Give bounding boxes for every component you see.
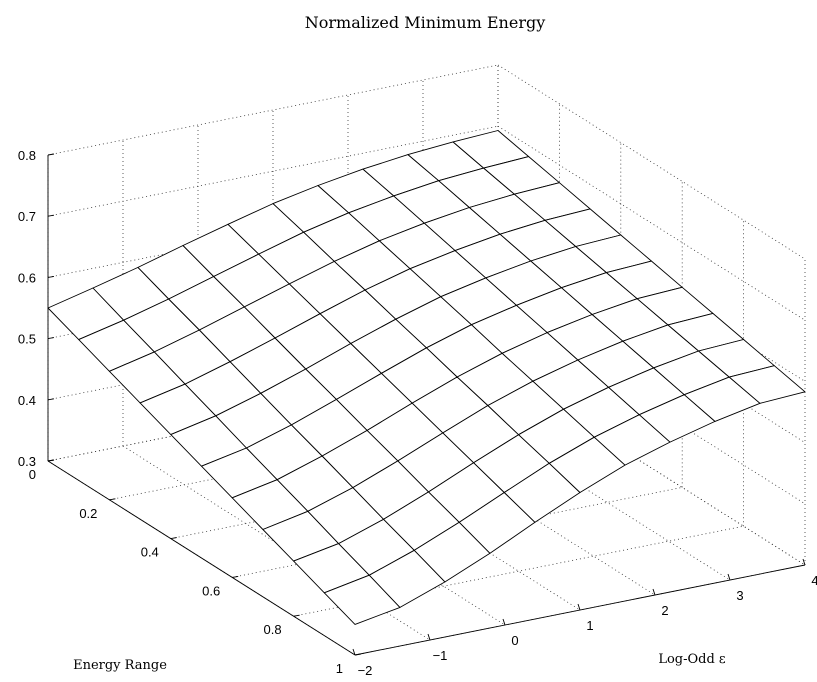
surface-mesh	[47, 130, 806, 625]
y-axis-line	[47, 460, 356, 656]
grid-line	[109, 409, 560, 501]
y-tick-label: 0.6	[202, 583, 220, 598]
grid-line	[122, 445, 431, 641]
x-tick-label: 3	[736, 588, 743, 603]
z-tick-label: 0.8	[18, 148, 36, 163]
y-tick-mark	[293, 614, 300, 617]
z-tick-mark	[47, 275, 55, 278]
z-tick-label: 0.3	[18, 454, 36, 469]
z-tick-mark	[47, 214, 55, 217]
y-tick-label: 0	[29, 467, 36, 482]
surface-patch	[728, 365, 806, 404]
grid-line	[47, 64, 499, 156]
z-tick-mark	[47, 337, 55, 340]
z-tick-mark	[47, 153, 55, 156]
y-tick-label: 1	[336, 661, 343, 676]
x-tick-label: 4	[811, 573, 817, 588]
x-tick-mark	[802, 558, 806, 566]
x-tick-mark	[577, 603, 581, 611]
grid-line	[47, 370, 499, 462]
y-axis-label: Energy Range	[73, 658, 167, 673]
x-tick-label: −2	[358, 663, 373, 678]
x-tick-mark	[427, 633, 431, 641]
z-tick-label: 0.5	[18, 332, 36, 347]
y-tick-mark	[354, 653, 362, 656]
z-tick-label: 0.7	[18, 209, 36, 224]
grid-line	[47, 187, 499, 278]
y-tick-label: 0.8	[264, 622, 282, 637]
grid-line	[497, 125, 806, 321]
z-tick-label: 0.4	[18, 393, 36, 408]
grid-line	[170, 448, 621, 539]
y-tick-mark	[47, 459, 55, 462]
chart-title: Normalized Minimum Energy	[305, 13, 546, 32]
y-tick-label: 0.2	[79, 506, 97, 521]
x-tick-mark	[727, 573, 731, 581]
x-tick-mark	[502, 618, 506, 626]
y-tick-mark	[109, 498, 116, 501]
y-tick-mark	[170, 537, 177, 540]
z-tick-label: 0.6	[18, 270, 36, 285]
y-tick-label: 0.4	[141, 545, 159, 560]
grid-line	[497, 64, 806, 260]
y-tick-mark	[232, 575, 239, 578]
x-tick-mark	[652, 588, 656, 596]
x-tick-label: 0	[511, 633, 518, 648]
tick-labels: 0.3 0.4 0.5 0.6 0.7 0.8 0 0.2 0.4 0.6 0.8 1 −2 −1 0 1 2 3…	[18, 148, 817, 678]
x-tick-label: 2	[661, 603, 668, 618]
x-tick-mark	[352, 648, 356, 656]
x-tick-label: −1	[433, 648, 448, 663]
x-axis-label: Log-Odd ε	[658, 652, 726, 667]
x-tick-label: 1	[586, 618, 593, 633]
z-tick-mark	[47, 398, 55, 401]
